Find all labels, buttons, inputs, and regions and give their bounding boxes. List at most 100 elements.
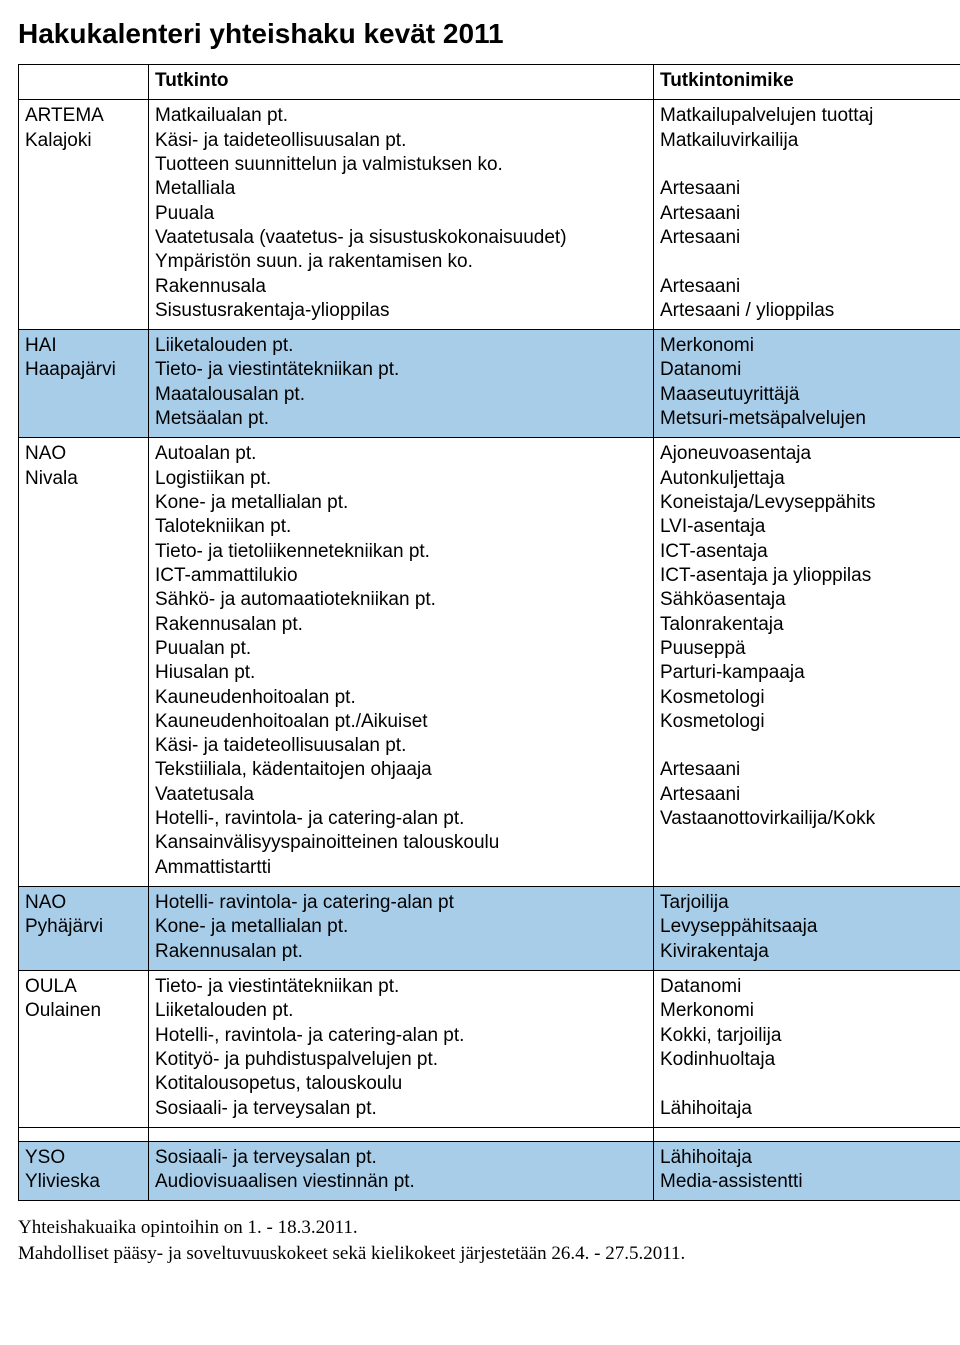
tutkinto-cell: Autoalan pt.Logistiikan pt.Kone- ja meta… <box>149 438 654 887</box>
cell-line: Kodinhuoltaja <box>660 1048 955 1072</box>
separator-cell <box>149 1127 654 1141</box>
tutkintonimike-cell: AjoneuvoasentajaAutonkuljettajaKoneistaj… <box>654 438 960 887</box>
cell-line: Hotelli- ravintola- ja catering-alan pt <box>155 891 647 915</box>
cell-line: Vaatetusala (vaatetus- ja sisustuskokona… <box>155 226 647 250</box>
tutkintonimike-cell: TarjoilijaLevyseppähitsaajaKivirakentaja <box>654 887 960 971</box>
cell-line: Artesaani <box>660 226 955 250</box>
org-cell: YSOYlivieska <box>19 1141 149 1201</box>
cell-line: Tieto- ja tietoliikennetekniikan pt. <box>155 540 647 564</box>
header-left-blank <box>19 65 149 100</box>
org-code: NAO <box>25 891 142 915</box>
cell-line: Autonkuljettaja <box>660 467 955 491</box>
cell-line <box>660 856 955 880</box>
cell-line: Kauneudenhoitoalan pt./Aikuiset <box>155 710 647 734</box>
cell-line: Hiusalan pt. <box>155 661 647 685</box>
cell-line: Rakennusalan pt. <box>155 613 647 637</box>
org-code: YSO <box>25 1146 142 1170</box>
separator-row <box>19 1127 960 1141</box>
cell-line: Tuotteen suunnittelun ja valmistuksen ko… <box>155 153 647 177</box>
cell-line: Metalliala <box>155 177 647 201</box>
column-header-tutkinto: Tutkinto <box>149 65 654 100</box>
cell-line: Metsuri-metsäpalvelujen <box>660 407 955 431</box>
cell-line: Kotitalousopetus, talouskoulu <box>155 1072 647 1096</box>
cell-line: Tieto- ja viestintätekniikan pt. <box>155 975 647 999</box>
org-code: OULA <box>25 975 142 999</box>
footer-line: Mahdolliset pääsy- ja soveltuvuuskokeet … <box>18 1241 960 1267</box>
table-row: OULAOulainenTieto- ja viestintätekniikan… <box>19 970 960 1127</box>
tutkintonimike-cell: LähihoitajaMedia-assistentti <box>654 1141 960 1201</box>
cell-line: Ammattistartti <box>155 856 647 880</box>
cell-line: Artesaani <box>660 275 955 299</box>
cell-line: Tarjoilija <box>660 891 955 915</box>
tutkintonimike-cell: MerkonomiDatanomiMaaseutuyrittäjäMetsuri… <box>654 330 960 438</box>
org-location: Oulainen <box>25 999 142 1023</box>
table-row: NAONivalaAutoalan pt.Logistiikan pt.Kone… <box>19 438 960 887</box>
org-cell: OULAOulainen <box>19 970 149 1127</box>
separator-cell <box>19 1127 149 1141</box>
cell-line: Merkonomi <box>660 999 955 1023</box>
cell-line: Hotelli-, ravintola- ja catering-alan pt… <box>155 1024 647 1048</box>
page-title: Hakukalenteri yhteishaku kevät 2011 <box>18 18 960 50</box>
cell-line: Kauneudenhoitoalan pt. <box>155 686 647 710</box>
tutkinto-cell: Tieto- ja viestintätekniikan pt.Liiketal… <box>149 970 654 1127</box>
cell-line: Artesaani <box>660 177 955 201</box>
cell-line: Levyseppähitsaaja <box>660 915 955 939</box>
org-cell: HAIHaapajärvi <box>19 330 149 438</box>
cell-line: Lähihoitaja <box>660 1146 955 1170</box>
cell-line: Rakennusala <box>155 275 647 299</box>
cell-line: Liiketalouden pt. <box>155 999 647 1023</box>
cell-line: Ajoneuvoasentaja <box>660 442 955 466</box>
cell-line: Sähkö- ja automaatiotekniikan pt. <box>155 588 647 612</box>
cell-line: Liiketalouden pt. <box>155 334 647 358</box>
cell-line: Logistiikan pt. <box>155 467 647 491</box>
cell-line: Talonrakentaja <box>660 613 955 637</box>
cell-line: Kosmetologi <box>660 710 955 734</box>
cell-line: Kokki, tarjoilija <box>660 1024 955 1048</box>
org-code: HAI <box>25 334 142 358</box>
org-location: Kalajoki <box>25 129 142 153</box>
document-page: Hakukalenteri yhteishaku kevät 2011 Tutk… <box>0 0 960 1291</box>
cell-line: Sisustusrakentaja-ylioppilas <box>155 299 647 323</box>
org-cell: NAONivala <box>19 438 149 887</box>
tutkinto-cell: Hotelli- ravintola- ja catering-alan ptK… <box>149 887 654 971</box>
cell-line: Maatalousalan pt. <box>155 383 647 407</box>
cell-line: Puuala <box>155 202 647 226</box>
table-row: HAIHaapajärviLiiketalouden pt.Tieto- ja … <box>19 330 960 438</box>
cell-line: Artesaani <box>660 783 955 807</box>
cell-line: Hotelli-, ravintola- ja catering-alan pt… <box>155 807 647 831</box>
cell-line <box>660 734 955 758</box>
cell-line: Käsi- ja taideteollisuusalan pt. <box>155 734 647 758</box>
cell-line: Sosiaali- ja terveysalan pt. <box>155 1146 647 1170</box>
cell-line: Kone- ja metallialan pt. <box>155 915 647 939</box>
cell-line: Merkonomi <box>660 334 955 358</box>
cell-line: Puualan pt. <box>155 637 647 661</box>
cell-line: Datanomi <box>660 975 955 999</box>
cell-line: Tekstiiliala, kädentaitojen ohjaaja <box>155 758 647 782</box>
cell-line <box>660 250 955 274</box>
cell-line: Datanomi <box>660 358 955 382</box>
cell-line: Käsi- ja taideteollisuusalan pt. <box>155 129 647 153</box>
table-row: ARTEMAKalajoki Matkailualan pt.Käsi- ja t… <box>19 100 960 330</box>
cell-line: Matkailualan pt. <box>155 104 647 128</box>
org-location: Nivala <box>25 467 142 491</box>
cell-line: Ympäristön suun. ja rakentamisen ko. <box>155 250 647 274</box>
tutkintonimike-cell: DatanomiMerkonomiKokki, tarjoilijaKodinh… <box>654 970 960 1127</box>
cell-line: Lähihoitaja <box>660 1097 955 1121</box>
cell-line: Puuseppä <box>660 637 955 661</box>
tutkinto-cell: Liiketalouden pt.Tieto- ja viestintätekn… <box>149 330 654 438</box>
cell-line: Maaseutuyrittäjä <box>660 383 955 407</box>
cell-line: LVI-asentaja <box>660 515 955 539</box>
cell-line: ICT-ammattilukio <box>155 564 647 588</box>
cell-line <box>660 153 955 177</box>
org-code: ARTEMA <box>25 104 142 128</box>
cell-line: Sähköasentaja <box>660 588 955 612</box>
cell-line: Audiovisuaalisen viestinnän pt. <box>155 1170 647 1194</box>
cell-line: Koneistaja/Levyseppähits <box>660 491 955 515</box>
separator-cell <box>654 1127 960 1141</box>
cell-line: Sosiaali- ja terveysalan pt. <box>155 1097 647 1121</box>
tutkintonimike-cell: Matkailupalvelujen tuottajMatkailuvirkai… <box>654 100 960 330</box>
cell-line: Matkailuvirkailija <box>660 129 955 153</box>
org-location: Ylivieska <box>25 1170 142 1194</box>
cell-line: ICT-asentaja <box>660 540 955 564</box>
footer-notes: Yhteishakuaika opintoihin on 1. - 18.3.2… <box>18 1215 960 1266</box>
